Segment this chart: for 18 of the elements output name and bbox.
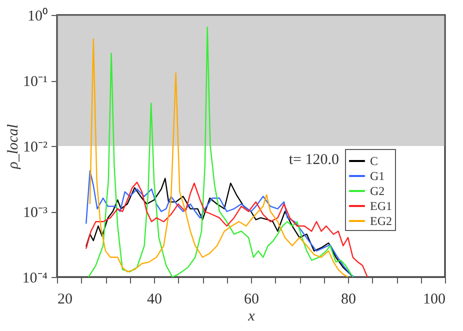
x-tick-label: 20 <box>58 292 72 308</box>
y-tick-label: 10⁻³ <box>23 205 48 221</box>
legend-label: EG2 <box>370 214 392 228</box>
y-axis-title: ρ_local <box>5 124 22 170</box>
x-tick-label: 60 <box>244 292 259 308</box>
legend-label: C <box>370 154 378 168</box>
x-tick-label: 40 <box>147 292 162 308</box>
x-tick-label: 80 <box>341 292 356 308</box>
y-tick-label: 10⁻⁴ <box>22 270 48 286</box>
legend-label: G1 <box>370 169 385 183</box>
annotation: t= 120.0 <box>288 152 339 168</box>
y-tick-label: 10⁻¹ <box>23 74 48 90</box>
legend-label: G2 <box>370 184 385 198</box>
y-tick-label: 10⁻² <box>23 140 48 156</box>
y-tick-label: 10⁰ <box>28 8 48 24</box>
x-axis-title: x <box>247 308 256 324</box>
legend-label: EG1 <box>370 199 392 213</box>
x-tick-label: 100 <box>423 292 446 308</box>
